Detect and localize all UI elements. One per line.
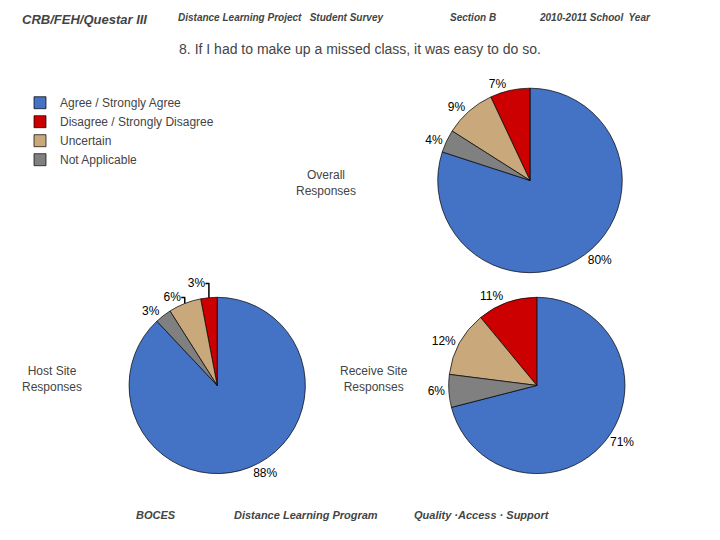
svg-text:Uncertain: Uncertain	[60, 134, 111, 148]
svg-text:4%: 4%	[425, 133, 443, 147]
svg-text:Host SiteResponses: Host SiteResponses	[22, 364, 82, 394]
svg-text:71%: 71%	[610, 435, 634, 449]
svg-text:9%: 9%	[448, 100, 466, 114]
svg-text:7%: 7%	[489, 77, 507, 91]
svg-text:6%: 6%	[428, 384, 446, 398]
svg-text:Distance Learning Project St: Distance Learning Project Student Survey	[178, 12, 383, 23]
svg-text:6%: 6%	[164, 290, 182, 304]
svg-text:2010-2011 School Year: 2010-2011 School Year	[539, 12, 651, 23]
svg-text:11%: 11%	[480, 289, 503, 303]
svg-text:88%: 88%	[253, 466, 277, 480]
svg-text:Not Applicable: Not Applicable	[60, 153, 137, 167]
svg-text:Receive SiteResponses: Receive SiteResponses	[340, 364, 408, 394]
svg-text:3%: 3%	[188, 276, 206, 290]
svg-text:CRB/FEH/Questar III: CRB/FEH/Questar III	[22, 12, 147, 27]
svg-text:80%: 80%	[588, 253, 612, 267]
svg-text:3%: 3%	[142, 304, 160, 318]
svg-text:Distance Learning Program: Distance Learning Program	[234, 509, 378, 521]
svg-text:BOCES: BOCES	[136, 509, 176, 521]
svg-text:12%: 12%	[432, 334, 456, 348]
svg-text:Agree / Strongly Agree: Agree / Strongly Agree	[60, 96, 181, 110]
svg-text:OverallResponses: OverallResponses	[296, 168, 356, 198]
svg-text:Quality ·Access · Support: Quality ·Access · Support	[414, 509, 550, 521]
svg-text:8. If I had to make up a misse: 8. If I had to make up a missed class, i…	[179, 41, 541, 57]
svg-text:Disagree / Strongly Disagree: Disagree / Strongly Disagree	[60, 115, 214, 129]
svg-text:Section B: Section B	[450, 12, 496, 23]
